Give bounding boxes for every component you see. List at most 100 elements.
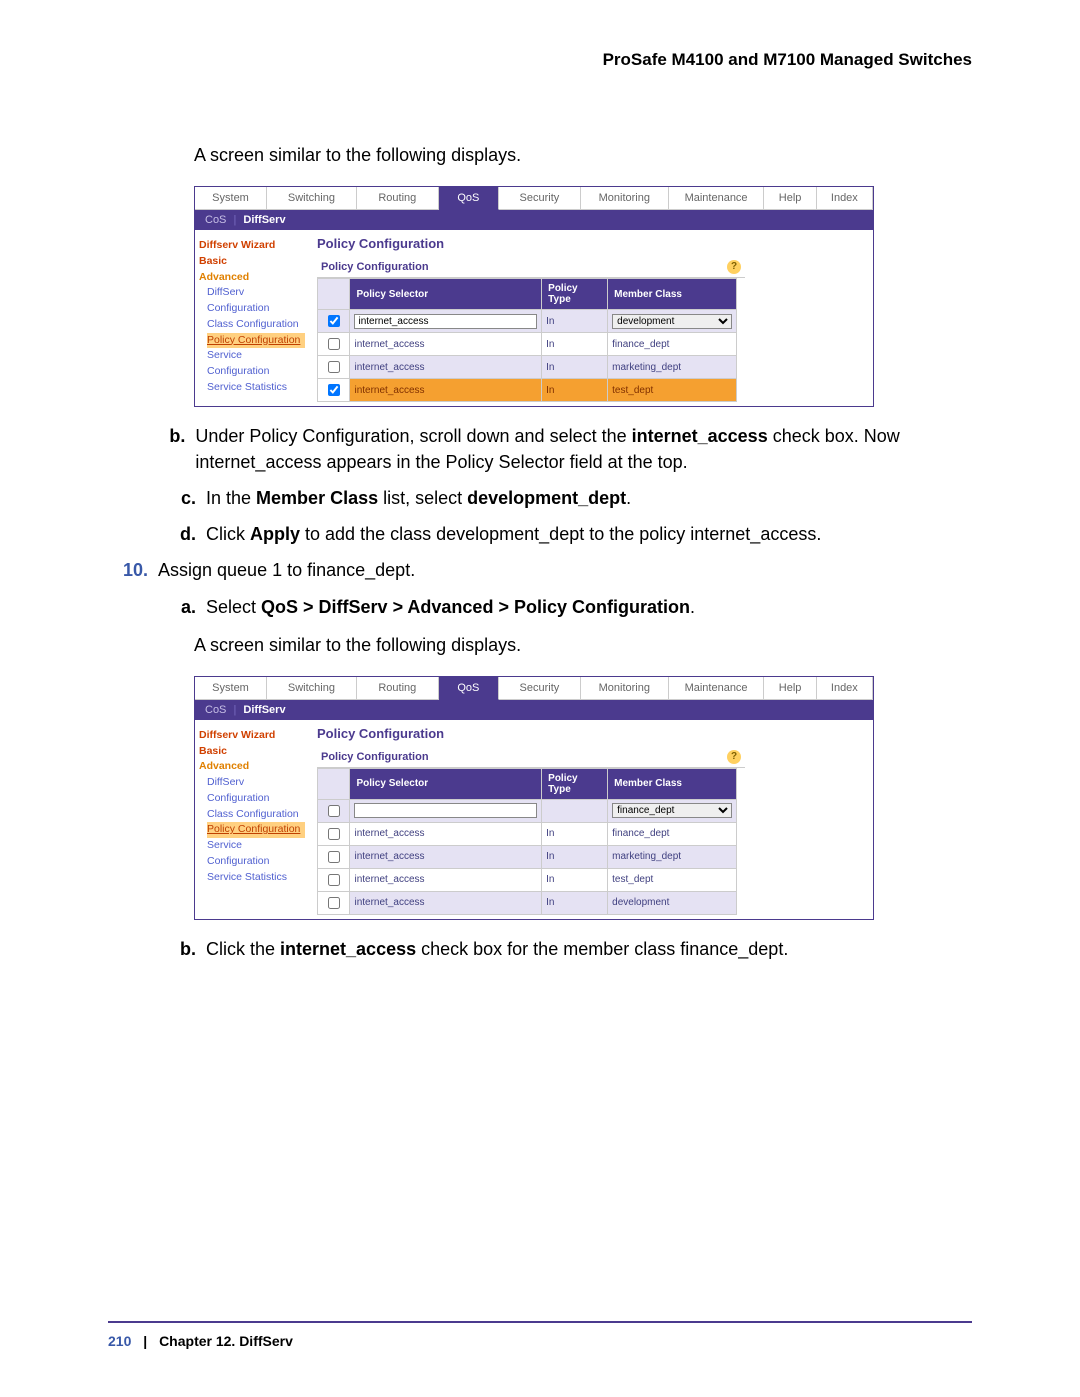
top-tab-switching[interactable]: Switching <box>267 677 357 700</box>
panel-title-1: Policy Configuration <box>317 236 865 251</box>
table-row[interactable]: internet_accessInfinance_dept <box>318 822 737 845</box>
steps-after-ss1: b.Under Policy Configuration, scroll dow… <box>166 423 972 547</box>
sidebar-item[interactable]: Advanced <box>199 270 305 286</box>
sub-tabs-2: CoS | DiffServ <box>195 700 873 720</box>
row-checkbox[interactable] <box>328 828 340 840</box>
step-text: Click Apply to add the class development… <box>206 521 821 547</box>
sidebar-item[interactable]: Service Statistics <box>207 380 305 396</box>
table-row[interactable]: internet_accessIntest_dept <box>318 379 737 402</box>
top-tabs-2: SystemSwitchingRoutingQoSSecurityMonitor… <box>195 677 873 700</box>
sidebar-2: Diffserv WizardBasicAdvancedDiffServ Con… <box>195 720 309 919</box>
chapter-label: Chapter 12. DiffServ <box>159 1333 293 1349</box>
subtab-diffserv-2[interactable]: DiffServ <box>243 704 285 716</box>
top-tab-system[interactable]: System <box>195 187 267 210</box>
top-tab-maintenance[interactable]: Maintenance <box>669 677 765 700</box>
sidebar-item[interactable]: Advanced <box>199 759 305 775</box>
screenshot-body-2: Diffserv WizardBasicAdvancedDiffServ Con… <box>195 720 873 919</box>
step-10a: a. Select QoS > DiffServ > Advanced > Po… <box>166 594 972 620</box>
member-class-select[interactable]: finance_dept <box>612 803 732 818</box>
top-tab-qos[interactable]: QoS <box>439 677 499 700</box>
step-after-ss2: b. Click the internet_access check box f… <box>166 936 972 962</box>
top-tab-maintenance[interactable]: Maintenance <box>669 187 765 210</box>
policy-selector-input[interactable] <box>354 314 537 329</box>
main-area-1: Policy Configuration Policy Configuratio… <box>309 230 873 406</box>
panel-title-2: Policy Configuration <box>317 726 865 741</box>
policy-selector-input[interactable] <box>354 803 537 818</box>
top-tab-help[interactable]: Help <box>764 187 816 210</box>
subtab-sep-2: | <box>233 704 236 716</box>
sidebar-1: Diffserv WizardBasicAdvancedDiffServ Con… <box>195 230 309 406</box>
top-tab-routing[interactable]: Routing <box>357 187 439 210</box>
select-all-checkbox[interactable] <box>328 315 340 327</box>
sidebar-item[interactable]: DiffServ Configuration <box>207 775 305 807</box>
sidebar-item[interactable]: Class Configuration <box>207 317 305 333</box>
sidebar-item[interactable]: Service Statistics <box>207 870 305 886</box>
row-checkbox[interactable] <box>328 851 340 863</box>
top-tab-routing[interactable]: Routing <box>357 677 439 700</box>
step-b2-text: Click the internet_access check box for … <box>206 936 788 962</box>
table-row[interactable]: internet_accessIntest_dept <box>318 868 737 891</box>
sidebar-item[interactable]: Class Configuration <box>207 807 305 823</box>
sidebar-item[interactable]: Diffserv Wizard <box>199 238 305 254</box>
top-tab-qos[interactable]: QoS <box>439 187 499 210</box>
policy-table-2: Policy SelectorPolicy TypeMember Classfi… <box>317 768 737 915</box>
top-tab-security[interactable]: Security <box>499 677 581 700</box>
step-text: In the Member Class list, select develop… <box>206 485 631 511</box>
sidebar-item[interactable]: Basic <box>199 254 305 270</box>
instruction-step: b.Under Policy Configuration, scroll dow… <box>166 423 972 475</box>
help-icon[interactable]: ? <box>727 260 741 274</box>
screenshot-2: SystemSwitchingRoutingQoSSecurityMonitor… <box>194 676 874 920</box>
top-tab-switching[interactable]: Switching <box>267 187 357 210</box>
subtab-sep: | <box>233 214 236 226</box>
step-10a-marker: a. <box>166 594 206 620</box>
top-tabs-1: SystemSwitchingRoutingQoSSecurityMonitor… <box>195 187 873 210</box>
top-tab-security[interactable]: Security <box>499 187 581 210</box>
top-tab-monitoring[interactable]: Monitoring <box>581 677 669 700</box>
row-checkbox[interactable] <box>328 361 340 373</box>
sidebar-item[interactable]: Diffserv Wizard <box>199 728 305 744</box>
step-marker: d. <box>166 521 206 547</box>
policy-table-1: Policy SelectorPolicy TypeMember ClassIn… <box>317 278 737 402</box>
document-header: ProSafe M4100 and M7100 Managed Switches <box>108 50 972 70</box>
subtab-diffserv[interactable]: DiffServ <box>243 214 285 226</box>
instruction-step: c.In the Member Class list, select devel… <box>166 485 972 511</box>
row-checkbox[interactable] <box>328 897 340 909</box>
inner-title-2: Policy Configuration <box>321 751 429 763</box>
screenshot-1: SystemSwitchingRoutingQoSSecurityMonitor… <box>194 186 874 407</box>
subtab-cos-2[interactable]: CoS <box>205 704 226 716</box>
screenshot-body-1: Diffserv WizardBasicAdvancedDiffServ Con… <box>195 230 873 406</box>
select-all-checkbox[interactable] <box>328 805 340 817</box>
sidebar-item[interactable]: Service Configuration <box>207 348 305 380</box>
step-10a-text: Select QoS > DiffServ > Advanced > Polic… <box>206 594 695 620</box>
main-area-2: Policy Configuration Policy Configuratio… <box>309 720 873 919</box>
sidebar-item[interactable]: Basic <box>199 744 305 760</box>
table-row[interactable]: internet_accessInfinance_dept <box>318 333 737 356</box>
row-checkbox[interactable] <box>328 874 340 886</box>
step-10-marker: 10. <box>123 560 148 580</box>
top-tab-index[interactable]: Index <box>817 677 873 700</box>
top-tab-help[interactable]: Help <box>764 677 816 700</box>
page-footer: 210 | Chapter 12. DiffServ <box>108 1321 972 1349</box>
member-class-select[interactable]: development <box>612 314 732 329</box>
top-tab-system[interactable]: System <box>195 677 267 700</box>
table-row[interactable]: internet_accessIndevelopment <box>318 891 737 914</box>
step-text: Under Policy Configuration, scroll down … <box>195 423 972 475</box>
intro-text-1: A screen similar to the following displa… <box>194 142 972 168</box>
sub-tabs-1: CoS | DiffServ <box>195 210 873 230</box>
help-icon-2[interactable]: ? <box>727 750 741 764</box>
table-row[interactable]: internet_accessInmarketing_dept <box>318 845 737 868</box>
row-checkbox[interactable] <box>328 338 340 350</box>
sidebar-item[interactable]: DiffServ Configuration <box>207 285 305 317</box>
instruction-step: d.Click Apply to add the class developme… <box>166 521 972 547</box>
sidebar-item[interactable]: Policy Configuration <box>207 822 305 838</box>
top-tab-monitoring[interactable]: Monitoring <box>581 187 669 210</box>
step-marker: c. <box>166 485 206 511</box>
sidebar-item[interactable]: Policy Configuration <box>207 333 305 349</box>
table-row[interactable]: internet_accessInmarketing_dept <box>318 356 737 379</box>
document-page: ProSafe M4100 and M7100 Managed Switches… <box>0 0 1080 1397</box>
sidebar-item[interactable]: Service Configuration <box>207 838 305 870</box>
subtab-cos[interactable]: CoS <box>205 214 226 226</box>
step-marker: b. <box>166 423 195 475</box>
top-tab-index[interactable]: Index <box>817 187 873 210</box>
row-checkbox[interactable] <box>328 384 340 396</box>
